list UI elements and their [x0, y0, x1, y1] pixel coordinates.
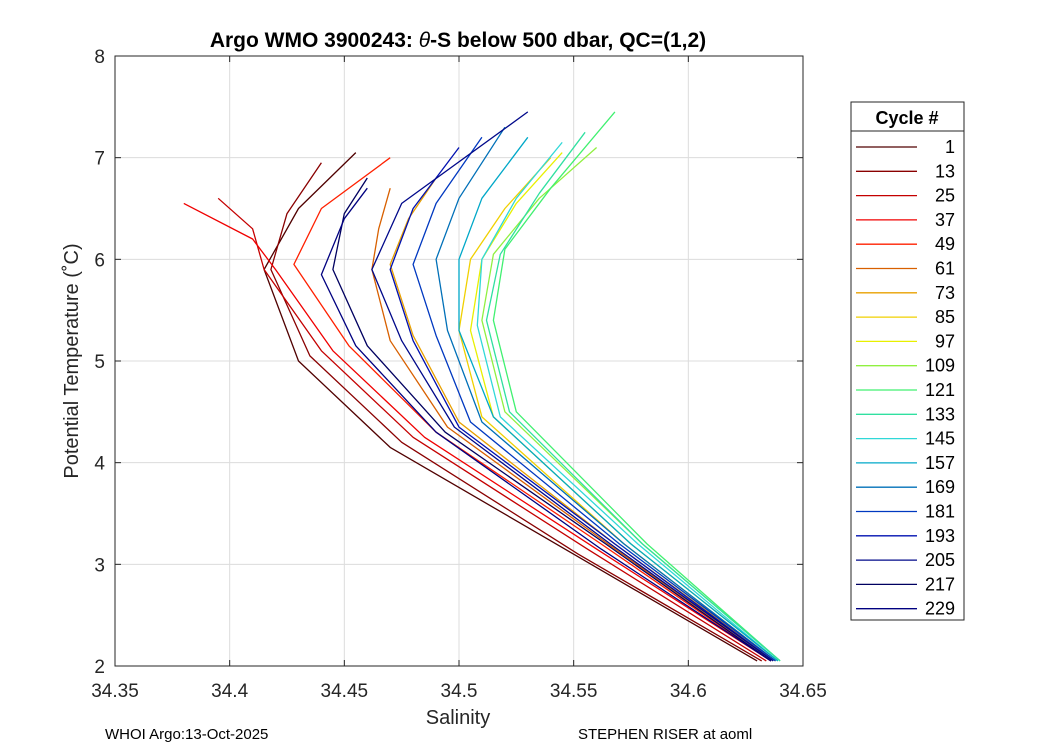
series-line-cycle-157 — [458, 136, 779, 662]
y-tick-label: 7 — [94, 149, 105, 170]
legend: Cycle # 1 13 25 37 49 61 73 85 97 109 121 133 145 157… — [850, 101, 965, 621]
legend-label: 229 — [925, 599, 955, 619]
legend-label: 157 — [925, 453, 955, 473]
footer-attribution: STEPHEN RISER at aoml — [578, 726, 753, 743]
y-axis-label: Potential Temperature (˚C) — [61, 243, 83, 478]
series-line-cycle-121 — [492, 111, 781, 662]
series-layer — [183, 111, 781, 662]
legend-label: 205 — [925, 550, 955, 570]
legend-label: 181 — [925, 502, 955, 522]
legend-label: 121 — [925, 380, 955, 400]
x-tick-label: 34.4 — [211, 681, 248, 702]
x-tick-label: 34.35 — [91, 681, 139, 702]
x-tick-label: 34.5 — [441, 681, 478, 702]
series-line-cycle-133 — [485, 131, 781, 662]
title-prefix: Argo WMO 3900243: — [210, 29, 419, 52]
y-tick-label: 3 — [94, 555, 105, 576]
legend-label: 169 — [925, 477, 955, 497]
legend-label: 61 — [935, 259, 955, 279]
title-theta-symbol: θ — [419, 29, 431, 52]
legend-label: 193 — [925, 526, 955, 546]
series-line-cycle-169 — [435, 126, 776, 662]
y-tick-label: 2 — [94, 657, 105, 678]
series-line-cycle-205 — [371, 111, 774, 662]
series-line-cycle-217 — [332, 177, 772, 662]
legend-label: 37 — [935, 210, 955, 230]
legend-label: 1 — [945, 137, 955, 157]
series-line-cycle-145 — [476, 141, 779, 662]
y-tick-label: 5 — [94, 352, 105, 373]
legend-label: 13 — [935, 161, 955, 181]
series-line-cycle-1 — [263, 152, 758, 662]
series-line-cycle-193 — [389, 147, 774, 662]
series-line-cycle-181 — [412, 136, 776, 662]
legend-label: 73 — [935, 283, 955, 303]
x-tick-label: 34.45 — [321, 681, 369, 702]
legend-label: 133 — [925, 404, 955, 424]
legend-box — [850, 101, 965, 621]
y-tick-label: 4 — [94, 454, 105, 475]
series-line-cycle-37 — [183, 202, 772, 662]
series-line-cycle-61 — [371, 188, 774, 662]
x-tick-label: 34.6 — [670, 681, 707, 702]
legend-label: 217 — [925, 574, 955, 594]
x-tick-label: 34.65 — [779, 681, 827, 702]
legend-entries: 1 13 25 37 49 61 73 85 97 109 121 133 145 157 169 181 19… — [856, 137, 955, 619]
legend-label: 145 — [925, 429, 955, 449]
series-line-cycle-229 — [320, 187, 772, 662]
legend-label: 97 — [935, 331, 955, 351]
legend-label: 85 — [935, 307, 955, 327]
y-tick-label: 8 — [94, 47, 105, 68]
legend-title: Cycle # — [875, 108, 938, 128]
y-tick-label: 6 — [94, 250, 105, 271]
x-axis-label: Salinity — [426, 707, 490, 729]
legend-label: 49 — [935, 234, 955, 254]
x-tick-label: 34.55 — [550, 681, 598, 702]
footer-source-date: WHOI Argo:13-Oct-2025 — [105, 726, 269, 743]
legend-label: 109 — [925, 356, 955, 376]
series-line-cycle-13 — [270, 162, 763, 662]
legend-label: 25 — [935, 186, 955, 206]
axis-ticks: 34.35 34.4 34.45 34.5 34.55 34.6 34.65 2 3 4 5 6 7 8 — [91, 47, 827, 702]
title-suffix: -S below 500 dbar, QC=(1,2) — [430, 29, 706, 52]
chart-title: Argo WMO 3900243: θ-S below 500 dbar, QC… — [210, 29, 706, 52]
series-line-cycle-49 — [293, 157, 772, 662]
series-line-cycle-25 — [217, 197, 767, 662]
